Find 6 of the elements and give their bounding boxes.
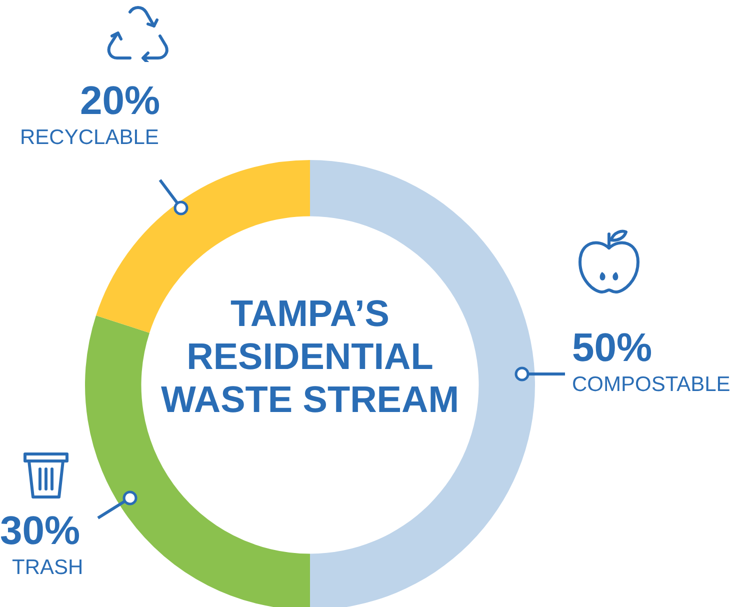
data-label: 20%: [79, 78, 160, 124]
slice-label: RECYCLABLE: [20, 125, 160, 151]
slice-label: COMPOSTABLE: [572, 372, 730, 398]
data-label: 30%: [0, 508, 82, 554]
slice-label: TRASH: [11, 555, 84, 581]
data-label: 50%: [572, 325, 654, 371]
